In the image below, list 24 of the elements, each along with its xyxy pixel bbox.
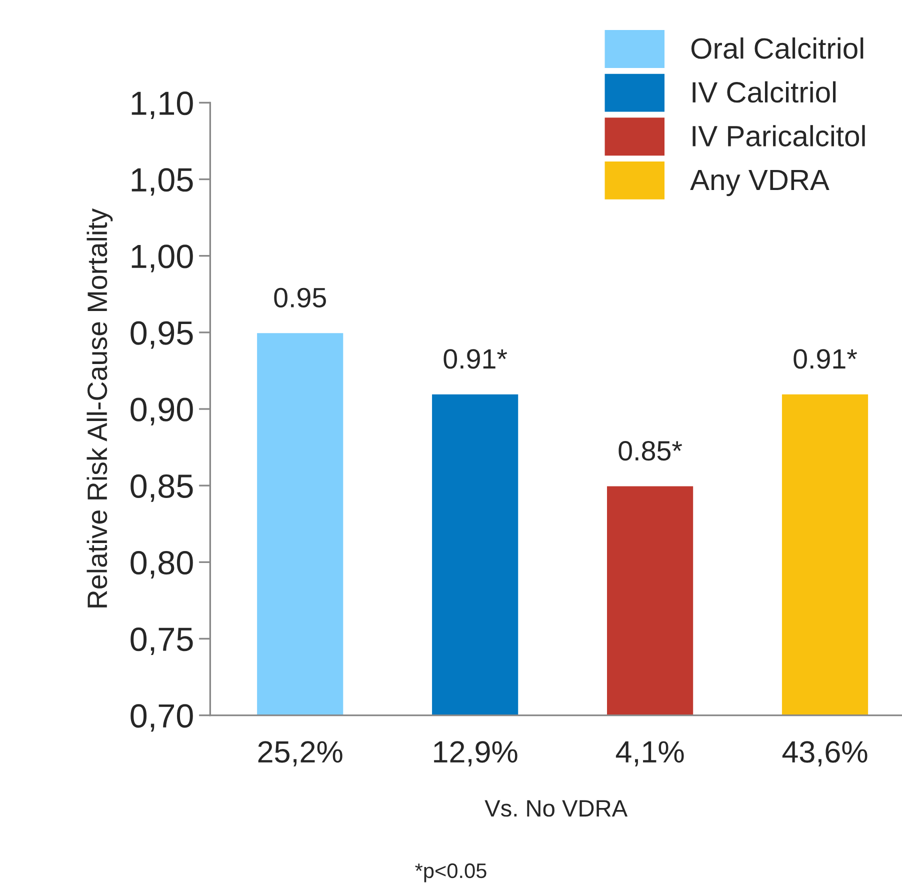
legend-label: Oral Calcitriol [691, 37, 864, 59]
y-axis-title: Relative Risk All-Cause Mortality [86, 208, 113, 608]
y-tick-label: 1,05 [132, 168, 193, 196]
y-tick-label: 0,95 [130, 321, 193, 349]
y-tick-label: 1,10 [132, 91, 193, 120]
y-tick-label: 0,75 [130, 628, 193, 656]
legend-label: IV Paricalcitol [692, 125, 865, 146]
text: *p<0.05 [415, 863, 486, 882]
x-tick-label: 12,9% [434, 741, 518, 766]
x-axis-title: Vs. No VDRA [484, 800, 628, 817]
data-label: 0.91* [444, 349, 508, 369]
y-tick-label: 0,90 [130, 398, 193, 426]
y-tick-label: 0,70 [130, 704, 193, 732]
legend-label: IV Calcitriol [692, 81, 836, 103]
data-label: 0.95 [274, 288, 326, 308]
legend-label: Any VDRA [690, 170, 830, 196]
y-tick-label: 0,80 [130, 550, 193, 578]
x-tick-label: 25,2% [258, 741, 342, 766]
y-tick-label: 1,00 [132, 244, 193, 272]
data-label: 0.85* [618, 440, 682, 461]
data-label: 0.91* [794, 349, 858, 369]
x-tick-label: 43,6% [782, 741, 868, 766]
x-tick-label: 4,1% [616, 741, 684, 766]
y-tick-label: 0,85 [130, 474, 193, 502]
